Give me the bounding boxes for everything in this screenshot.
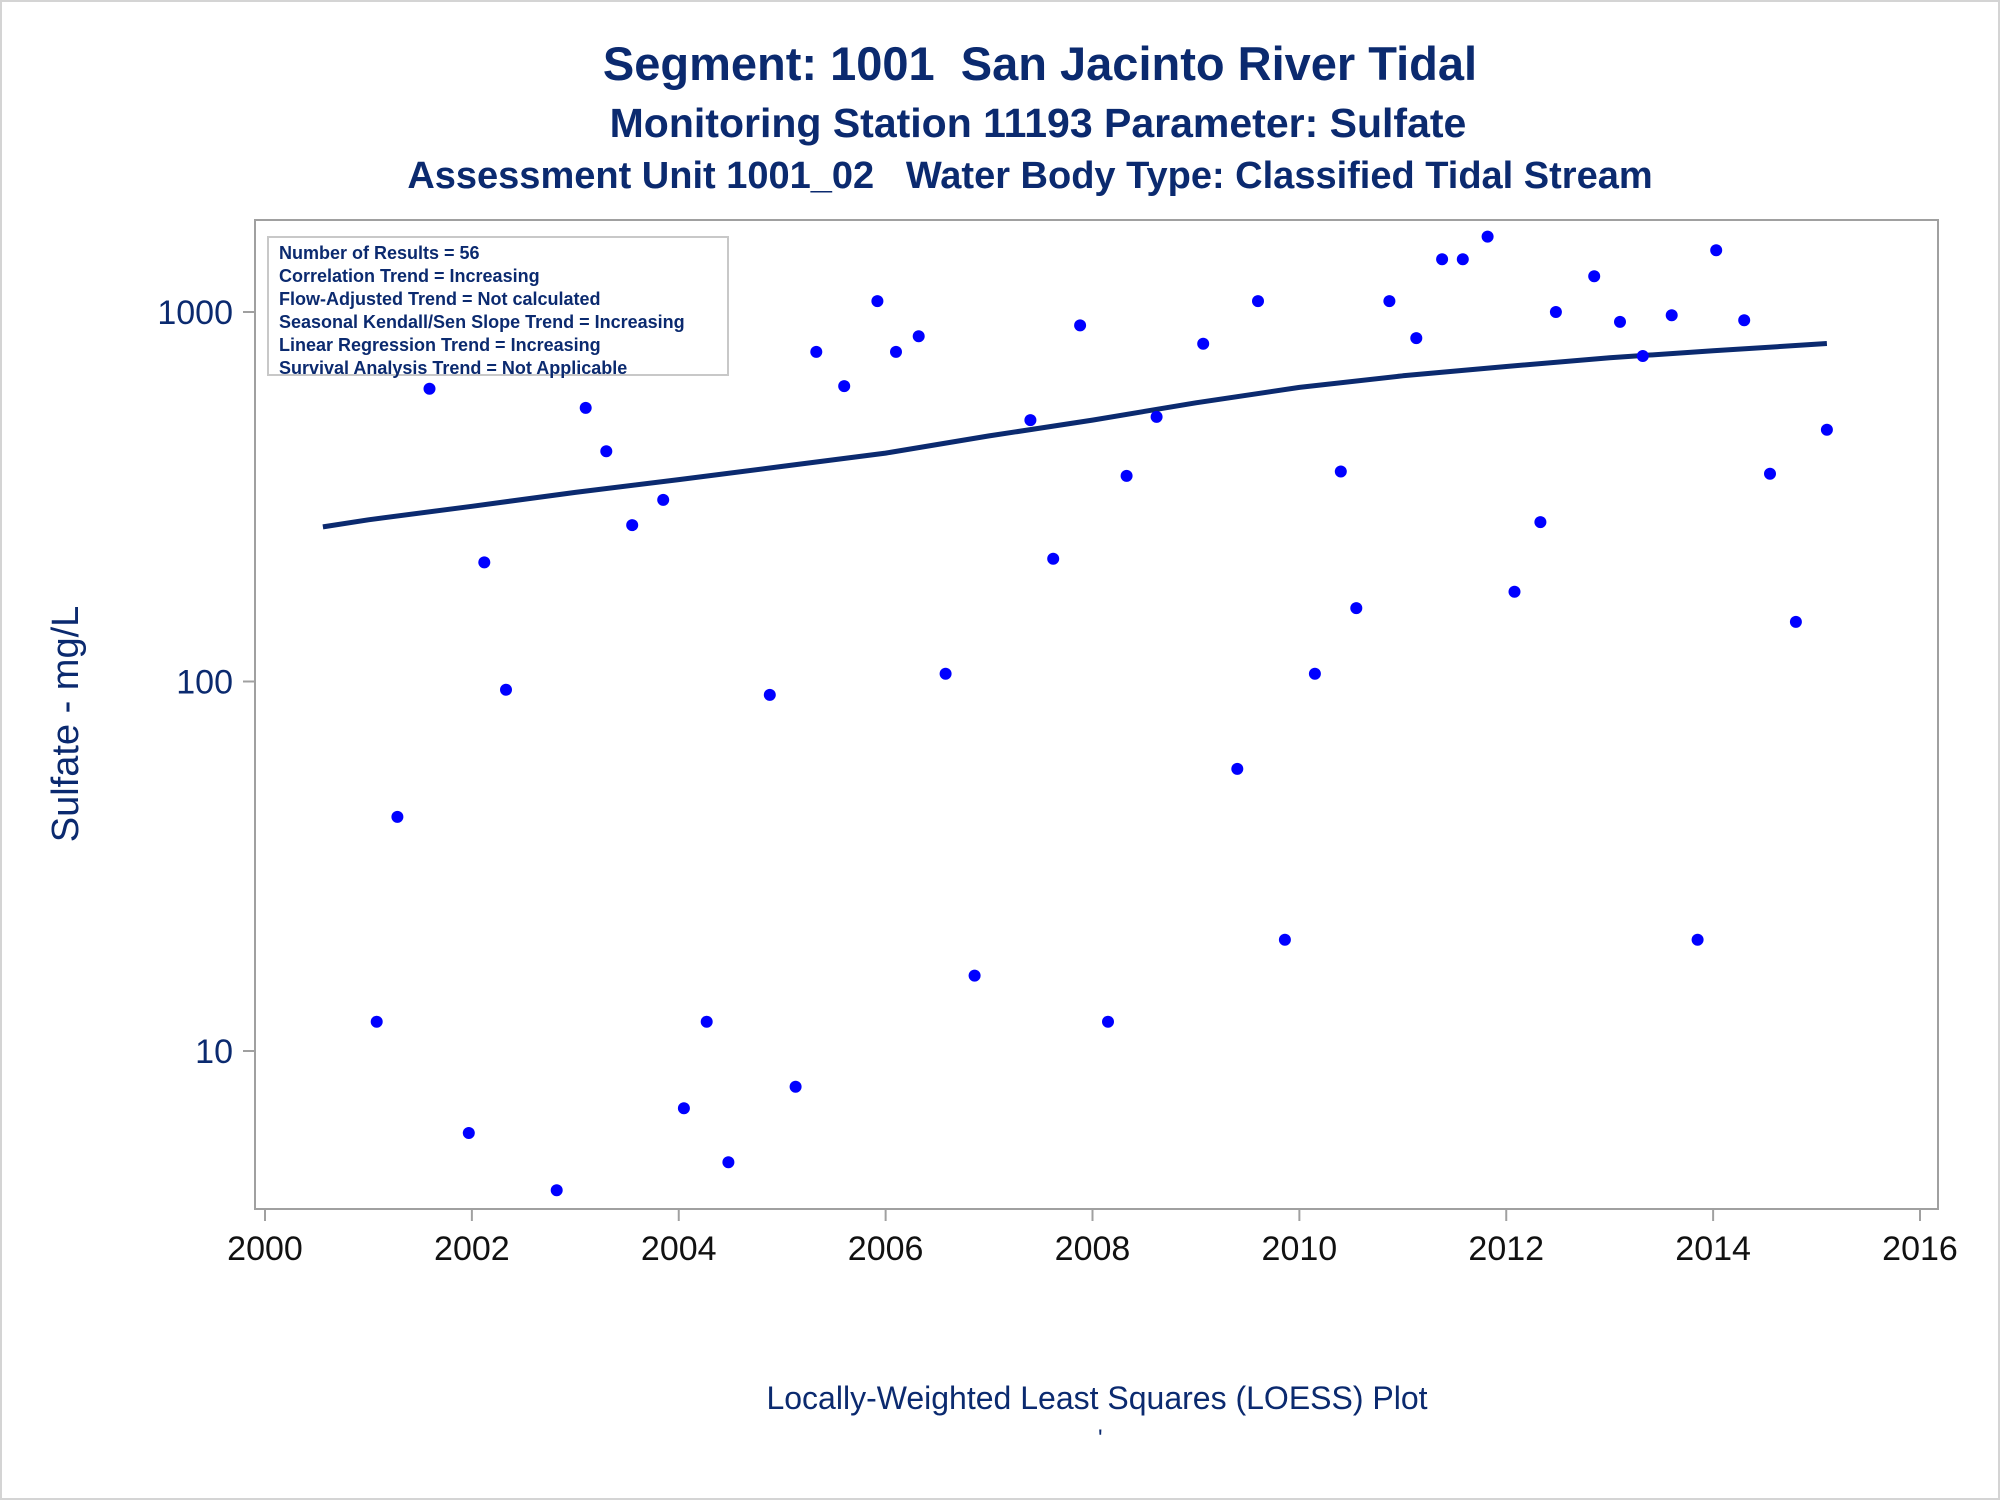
- data-point: [626, 519, 639, 532]
- data-point: [1350, 602, 1363, 615]
- data-point: [1738, 314, 1751, 327]
- data-point: [1047, 552, 1060, 565]
- data-point: [478, 556, 491, 569]
- chart-title: Segment: 1001 San Jacinto River Tidal: [602, 37, 1478, 90]
- data-point: [1456, 253, 1469, 266]
- data-point: [1252, 295, 1264, 308]
- data-point: [391, 810, 404, 823]
- data-point: [1691, 933, 1704, 946]
- data-point: [1588, 270, 1601, 283]
- x-tick-label: 2016: [1882, 1230, 1958, 1268]
- data-point: [550, 1184, 563, 1197]
- stat-number-of-results: Number of Results = 56: [279, 243, 480, 263]
- x-tick-label: 2006: [848, 1230, 924, 1268]
- data-point: [462, 1127, 475, 1139]
- data-point: [1383, 295, 1396, 308]
- stat-seasonal-kendall-trend: Seasonal Kendall/Sen Slope Trend = Incre…: [279, 312, 685, 332]
- x-tick-label: 2008: [1055, 1230, 1131, 1268]
- data-point: [1197, 337, 1210, 350]
- data-point: [500, 683, 512, 696]
- data-point: [871, 295, 884, 308]
- data-point: [1636, 350, 1649, 362]
- data-point: [722, 1156, 735, 1169]
- data-point: [1436, 253, 1449, 266]
- data-point: [968, 969, 981, 982]
- data-point: [1549, 306, 1562, 318]
- data-point: [810, 345, 823, 358]
- data-point: [789, 1080, 802, 1093]
- data-point: [763, 688, 776, 701]
- data-point: [579, 401, 592, 414]
- data-point: [1120, 469, 1133, 482]
- data-point: [1789, 615, 1802, 628]
- x-tick-label: 2010: [1262, 1230, 1338, 1268]
- data-point: [700, 1015, 713, 1028]
- data-point: [1534, 516, 1547, 529]
- x-tick-label: 2002: [434, 1230, 510, 1268]
- x-tick-label: 2012: [1468, 1230, 1544, 1268]
- chart-subtitle-station: Monitoring Station 11193 Parameter: Sulf…: [609, 100, 1467, 146]
- data-point: [370, 1015, 383, 1028]
- stat-linear-regression-trend: Linear Regression Trend = Increasing: [279, 335, 601, 355]
- data-point: [1508, 585, 1521, 598]
- plot-area: [254, 219, 1939, 1210]
- data-point: [657, 493, 670, 506]
- data-point: [1710, 244, 1723, 257]
- data-point: [1665, 309, 1678, 322]
- y-tick-label: 100: [176, 664, 233, 702]
- data-point: [1074, 319, 1087, 332]
- data-point: [1481, 230, 1494, 243]
- data-point: [1308, 667, 1321, 680]
- y-axis: 10 100 1000: [157, 294, 255, 1071]
- stat-flow-adjusted-trend: Flow-Adjusted Trend = Not calculated: [279, 289, 601, 309]
- trend-statistics-box: Number of Results = 56 Correlation Trend…: [267, 236, 729, 378]
- data-points: [316, 230, 1833, 1197]
- chart-subtitle-assessment: Assessment Unit 1001_02 Water Body Type:…: [407, 155, 1653, 197]
- x-tick-label: 2000: [227, 1230, 303, 1268]
- data-point: [1614, 315, 1626, 328]
- x-axis: 2000 2002 2004 2006 2008 2010 2012 2014 2016: [227, 1209, 1958, 1268]
- data-point: [1278, 933, 1291, 946]
- stat-survival-analysis-trend: Survival Analysis Trend = Not Applicable: [279, 358, 628, 378]
- loess-trend-line: [322, 341, 1828, 530]
- data-point: [1231, 762, 1244, 775]
- y-axis-label: Sulfate - mg/L: [45, 606, 87, 843]
- data-point: [912, 330, 925, 343]
- data-point: [939, 667, 952, 680]
- data-point: [890, 345, 902, 358]
- y-tick-label: 10: [195, 1033, 233, 1071]
- data-point: [677, 1102, 690, 1115]
- data-point: [1820, 423, 1833, 436]
- data-point: [1764, 467, 1776, 480]
- data-point: [600, 445, 613, 458]
- data-point: [423, 382, 436, 395]
- data-point: [1150, 410, 1163, 423]
- x-tick-label: 2014: [1675, 1230, 1751, 1268]
- data-point: [1334, 465, 1347, 478]
- data-point: [1410, 332, 1423, 345]
- footnote-mark: ': [1098, 1425, 1103, 1452]
- footnote: Locally-Weighted Least Squares (LOESS) P…: [766, 1380, 1428, 1416]
- data-point: [1024, 414, 1037, 427]
- trend-line-path: [322, 341, 1828, 530]
- data-point: [838, 380, 851, 393]
- stat-correlation-trend: Correlation Trend = Increasing: [279, 266, 540, 286]
- data-point: [1102, 1015, 1114, 1028]
- y-tick-label: 1000: [157, 294, 233, 332]
- x-tick-label: 2004: [641, 1230, 717, 1268]
